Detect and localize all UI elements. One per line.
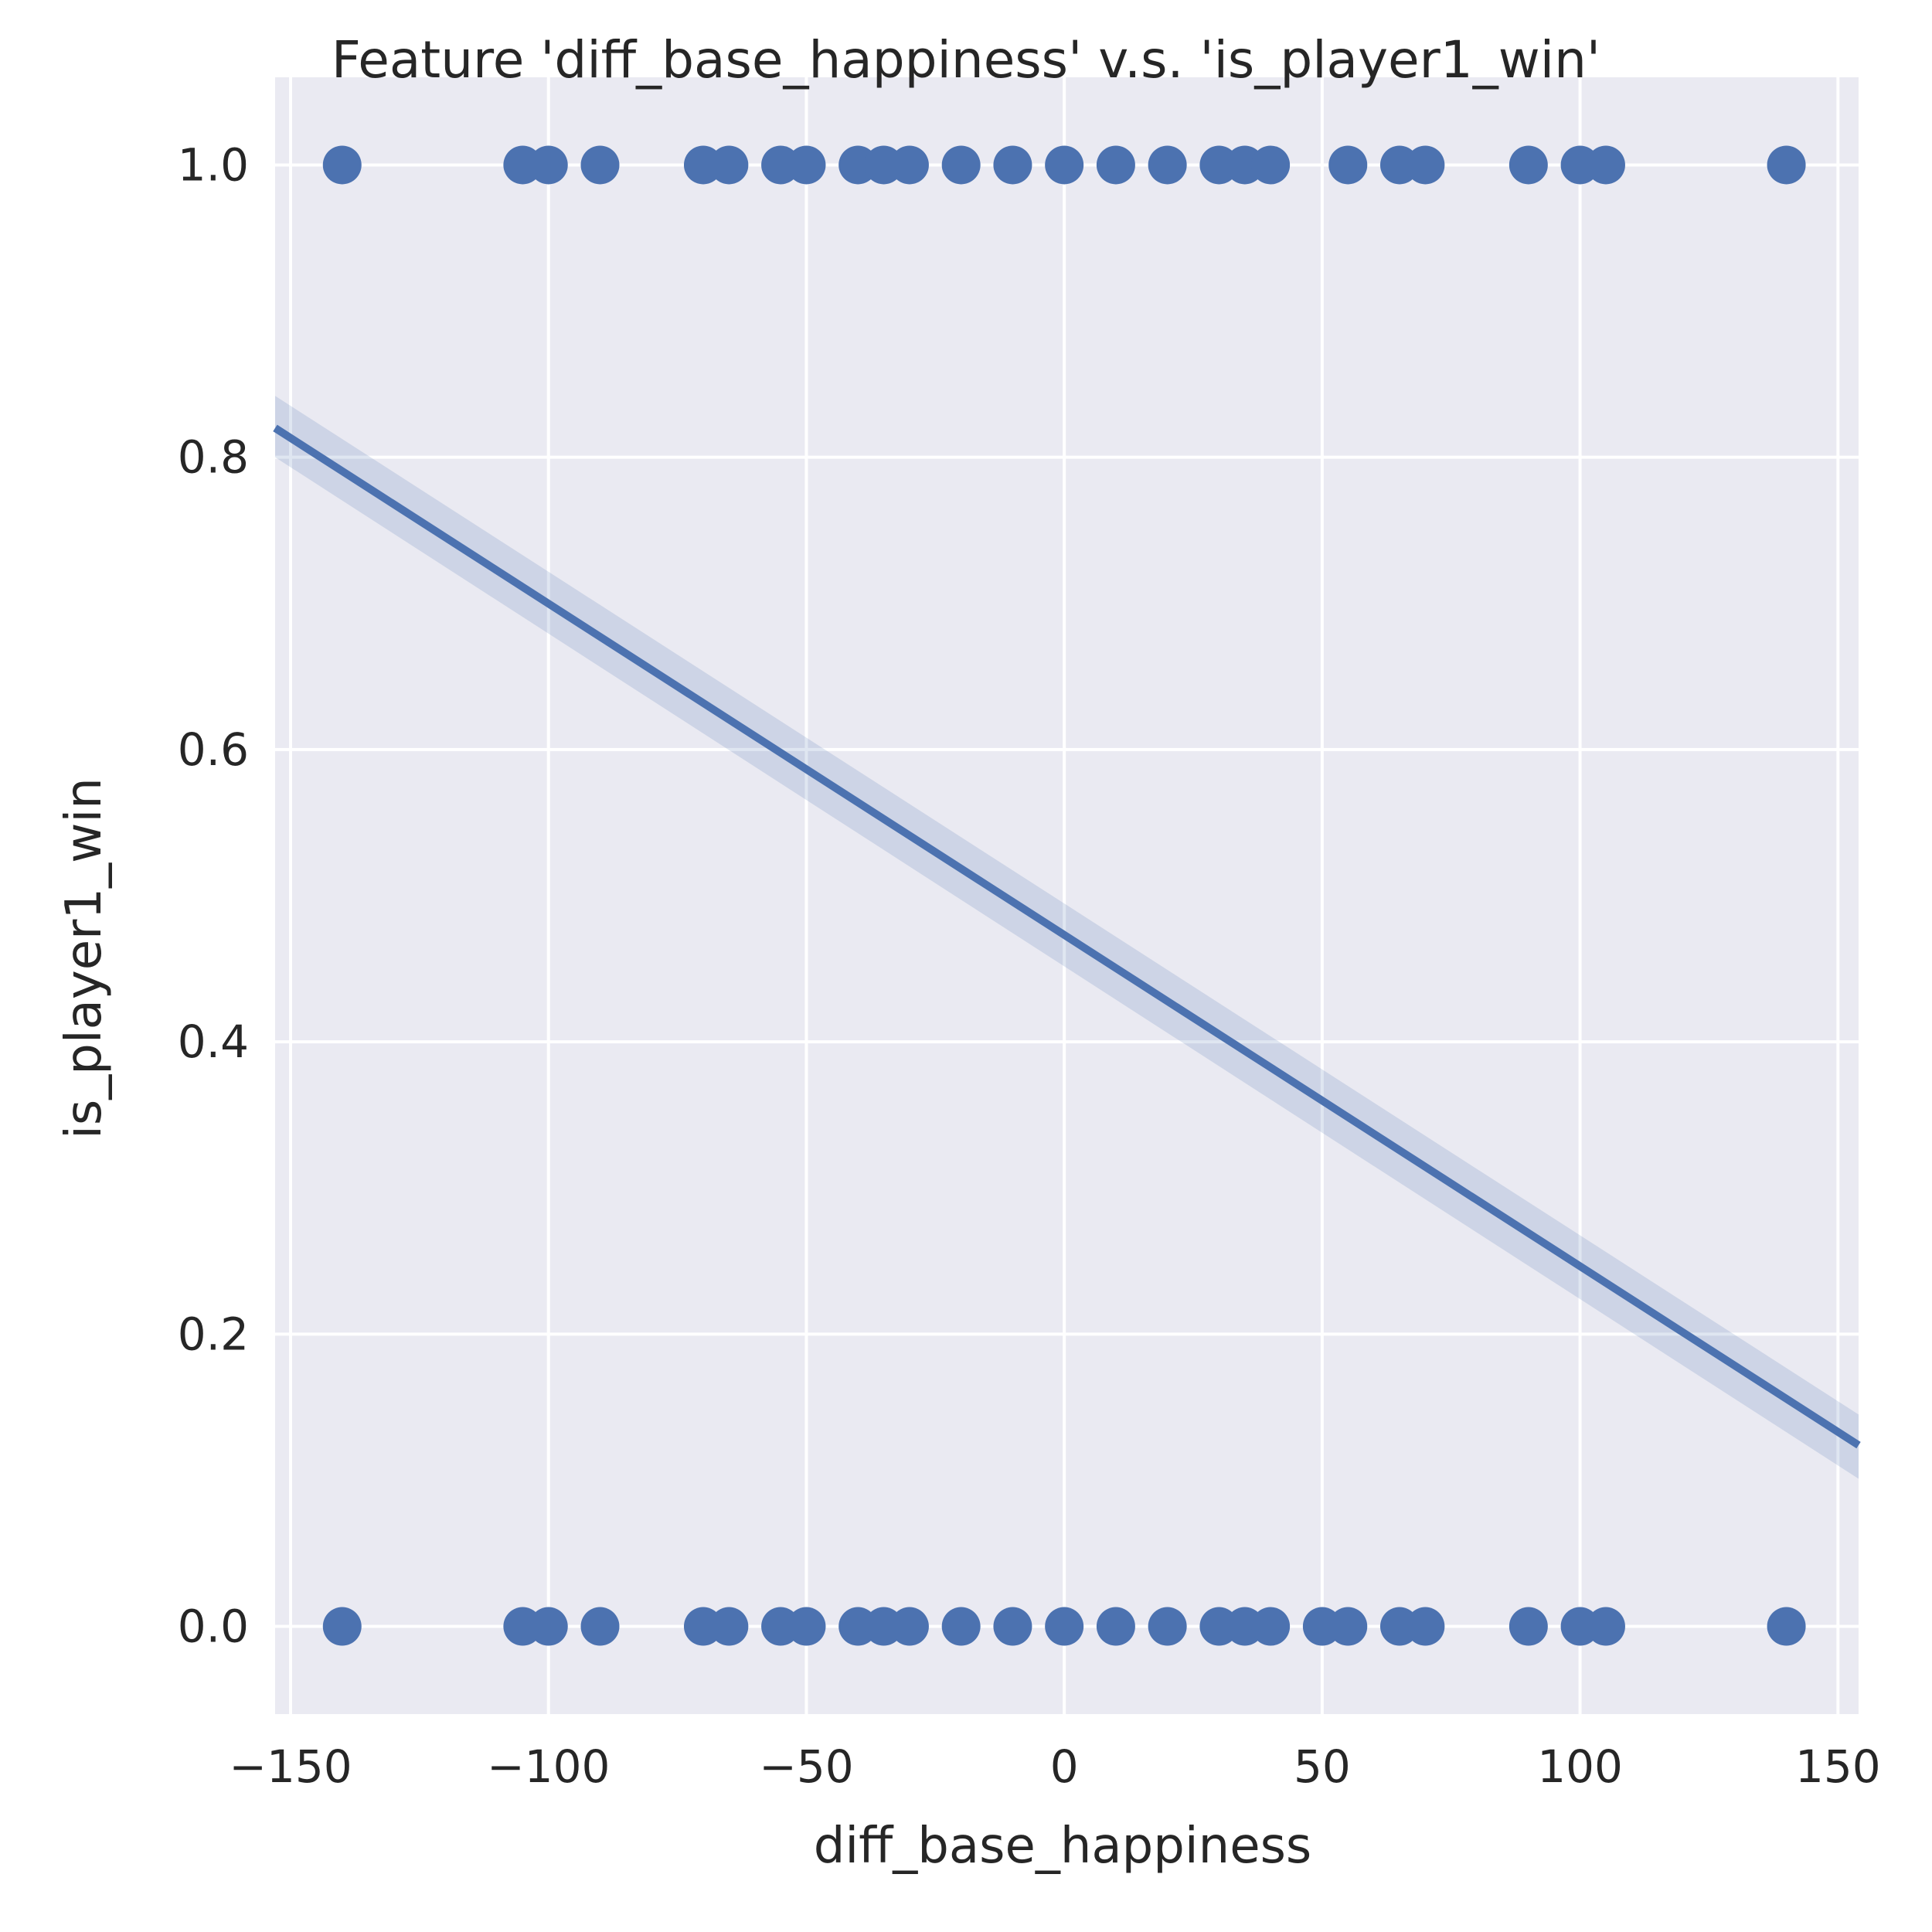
data-point-37 — [941, 1607, 981, 1646]
data-point-44 — [1251, 1607, 1291, 1646]
chart-title: Feature 'diff_base_happiness' v.s. 'is_p… — [332, 30, 1600, 90]
x-tick-label-3: 0 — [1050, 1740, 1079, 1793]
data-point-51 — [1586, 1607, 1625, 1646]
data-point-26 — [322, 1607, 362, 1646]
data-point-22 — [1509, 145, 1548, 185]
y-tick-label-5: 1.0 — [178, 138, 249, 191]
data-point-28 — [529, 1607, 568, 1646]
x-axis-label: diff_base_happiness — [814, 1818, 1312, 1875]
data-point-2 — [529, 145, 568, 185]
y-tick-label-1: 0.2 — [178, 1308, 249, 1360]
x-tick-label-0: −150 — [229, 1740, 352, 1793]
y-tick-label-0: 0.0 — [178, 1600, 249, 1653]
data-point-46 — [1328, 1607, 1368, 1646]
x-tick-label-6: 150 — [1795, 1740, 1881, 1793]
data-point-12 — [993, 145, 1032, 185]
regression-line-group — [273, 424, 1861, 1449]
data-point-5 — [709, 145, 749, 185]
data-point-14 — [1096, 145, 1135, 185]
data-point-52 — [1767, 1607, 1806, 1646]
y-tick-labels: 0.0 0.2 0.4 0.6 0.8 1.0 — [178, 138, 249, 1652]
data-point-21 — [1406, 145, 1445, 185]
y-tick-label-4: 0.8 — [178, 431, 249, 484]
data-point-25 — [1767, 145, 1806, 185]
x-tick-label-4: 50 — [1294, 1740, 1351, 1793]
data-point-39 — [1045, 1607, 1084, 1646]
data-point-40 — [1096, 1607, 1135, 1646]
x-tick-labels: −150 −100 −50 0 50 100 150 — [229, 1740, 1880, 1793]
data-point-36 — [889, 1607, 929, 1646]
data-point-29 — [580, 1607, 620, 1646]
data-point-13 — [1045, 145, 1084, 185]
y-tick-label-3: 0.6 — [178, 723, 249, 776]
data-point-24 — [1586, 145, 1625, 185]
y-axis-label: is_player1_win — [56, 777, 113, 1139]
x-tick-label-1: −100 — [487, 1740, 610, 1793]
data-point-48 — [1406, 1607, 1445, 1646]
data-point-15 — [1148, 145, 1187, 185]
data-point-0 — [322, 145, 362, 185]
data-point-7 — [787, 145, 826, 185]
plot-area — [275, 77, 1859, 1714]
data-point-10 — [889, 145, 929, 185]
data-point-33 — [787, 1607, 826, 1646]
data-point-31 — [709, 1607, 749, 1646]
data-point-41 — [1148, 1607, 1187, 1646]
data-point-49 — [1509, 1607, 1548, 1646]
x-tick-label-5: 100 — [1537, 1740, 1623, 1793]
data-points — [322, 145, 1806, 1646]
data-point-11 — [941, 145, 981, 185]
data-point-38 — [993, 1607, 1032, 1646]
data-point-19 — [1328, 145, 1368, 185]
data-point-18 — [1251, 145, 1291, 185]
regression-line — [273, 424, 1861, 1449]
y-tick-label-2: 0.4 — [178, 1015, 249, 1068]
data-point-3 — [580, 145, 620, 185]
x-tick-label-2: −50 — [759, 1740, 853, 1793]
